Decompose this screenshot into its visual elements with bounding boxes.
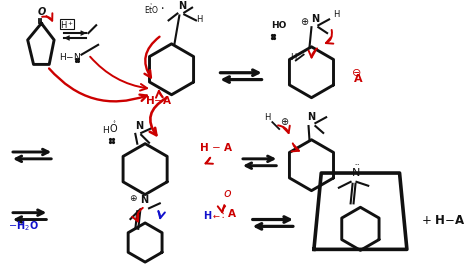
Text: $+$ H$-$A: $+$ H$-$A: [421, 214, 466, 227]
Text: N: N: [140, 195, 148, 205]
Text: $\bullet$: $\bullet$: [160, 5, 164, 10]
Text: H: H: [196, 15, 202, 24]
Text: $\ddot{\mathrm{N}}$: $\ddot{\mathrm{N}}$: [351, 164, 360, 179]
Text: $\oplus$: $\oplus$: [280, 116, 290, 127]
Text: N: N: [136, 121, 144, 131]
Text: o: o: [223, 188, 231, 201]
Text: $-$H$_2$O: $-$H$_2$O: [8, 219, 39, 232]
Text: H $-$ A: H $-$ A: [199, 140, 234, 152]
Text: H$^+$: H$^+$: [60, 19, 74, 31]
Text: H: H: [290, 52, 296, 61]
Text: H$-$A: H$-$A: [145, 94, 173, 106]
Text: A: A: [354, 74, 362, 84]
Bar: [60, 19, 73, 29]
Text: N: N: [311, 14, 319, 24]
Text: H: H: [264, 113, 271, 122]
Text: H: H: [203, 211, 211, 221]
Text: N: N: [308, 112, 316, 122]
Text: $\oplus$: $\oplus$: [300, 16, 309, 27]
Text: O: O: [37, 7, 46, 18]
Text: $\leftarrow$: $\leftarrow$: [210, 212, 221, 221]
Text: $\oplus$: $\oplus$: [129, 193, 138, 203]
Text: E$\mathring{\mathrm{t}}$O: E$\mathring{\mathrm{t}}$O: [144, 2, 159, 15]
Text: $\mathring{\mathrm{O}}$: $\mathring{\mathrm{O}}$: [109, 119, 118, 135]
Text: $\vdots$A: $\vdots$A: [217, 207, 237, 220]
Text: N: N: [178, 1, 186, 11]
Text: HO: HO: [271, 21, 287, 30]
Text: H: H: [102, 126, 109, 135]
Text: $\ominus$: $\ominus$: [351, 67, 361, 78]
Text: H: H: [333, 10, 339, 19]
Text: H$-$N: H$-$N: [59, 51, 81, 62]
